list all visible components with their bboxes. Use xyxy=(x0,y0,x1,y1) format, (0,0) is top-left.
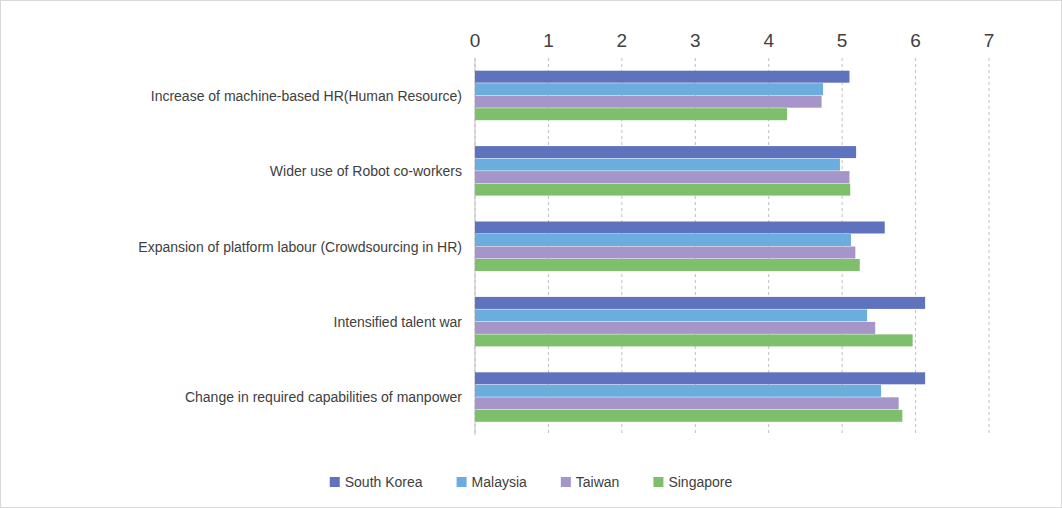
bar xyxy=(475,108,787,120)
legend-swatch xyxy=(330,477,340,487)
bar xyxy=(475,410,902,422)
tick-label: 2 xyxy=(617,30,628,51)
legend-swatch xyxy=(653,477,663,487)
tick-label: 6 xyxy=(910,30,921,51)
tick-label: 0 xyxy=(470,30,481,51)
legend-swatch xyxy=(561,477,571,487)
tick-label: 5 xyxy=(837,30,848,51)
legend-label: South Korea xyxy=(345,474,423,490)
bar xyxy=(475,234,851,246)
category-label: Expansion of platform labour (Crowdsourc… xyxy=(138,239,462,255)
bar xyxy=(475,247,855,259)
bar xyxy=(475,334,913,346)
bar xyxy=(475,297,925,309)
legend-swatch xyxy=(457,477,467,487)
tick-label: 1 xyxy=(543,30,554,51)
bar xyxy=(475,259,860,271)
bar xyxy=(475,222,885,234)
tick-label: 7 xyxy=(984,30,995,51)
bar xyxy=(475,83,823,95)
bar xyxy=(475,397,899,409)
category-label: Increase of machine-based HR(Human Resou… xyxy=(151,88,462,104)
bar xyxy=(475,159,840,171)
bar xyxy=(475,96,822,108)
category-label: Intensified talent war xyxy=(334,314,463,330)
legend: South Korea Malaysia Taiwan Singapore xyxy=(330,474,733,490)
category-label: Change in required capabilities of manpo… xyxy=(185,389,462,405)
grid-line xyxy=(989,58,990,435)
bar xyxy=(475,309,867,321)
category-label: Wider use of Robot co-workers xyxy=(270,163,462,179)
legend-label: Taiwan xyxy=(576,474,620,490)
bar xyxy=(475,71,849,83)
legend-label: Singapore xyxy=(668,474,732,490)
chart: 0 1 2 3 4 5 6 7 Increase of machine-based HR(Hum… xyxy=(0,0,1062,508)
bar xyxy=(475,322,875,334)
bar xyxy=(475,385,881,397)
bar xyxy=(475,184,850,196)
bar xyxy=(475,171,849,183)
bar xyxy=(475,372,925,384)
legend-label: Malaysia xyxy=(472,474,527,490)
frame xyxy=(1,1,1062,508)
tick-label: 3 xyxy=(690,30,701,51)
tick-label: 4 xyxy=(763,30,774,51)
bar xyxy=(475,146,856,158)
bars xyxy=(475,71,925,422)
